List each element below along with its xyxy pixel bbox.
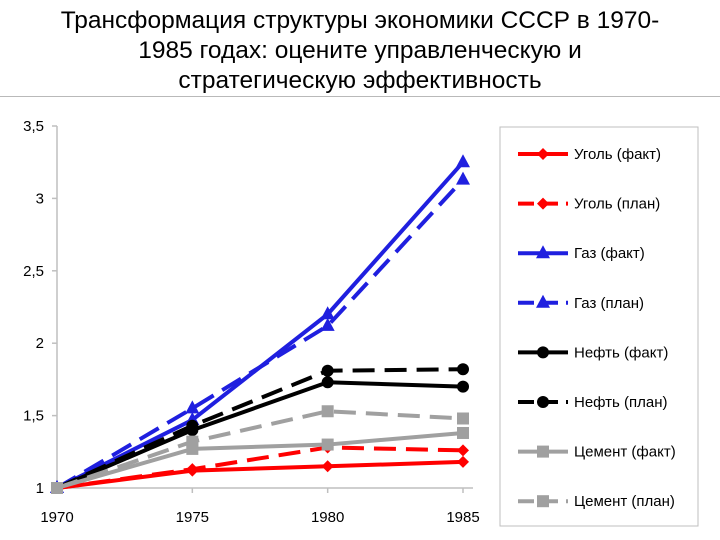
- chart-title-line-3: стратегическую эффективность: [178, 67, 542, 94]
- series-5: [51, 376, 469, 494]
- legend-swatch-marker: [537, 396, 549, 408]
- legend-label: Газ (план): [574, 295, 644, 312]
- data-point: [185, 400, 200, 414]
- data-point: [456, 171, 470, 185]
- data-point: [321, 460, 334, 473]
- data-point: [456, 154, 470, 168]
- data-point: [321, 438, 334, 451]
- chart-title-line-1: Трансформация структуры экономики СССР в…: [60, 7, 660, 34]
- legend-item: Газ (факт): [518, 245, 645, 262]
- series-line: [56, 367, 464, 490]
- y-tick-label: 2: [36, 335, 44, 352]
- data-point: [321, 376, 334, 389]
- data-point: [186, 463, 199, 476]
- series-3: [50, 154, 470, 493]
- series-line: [56, 430, 464, 490]
- y-tick-label: 3,5: [23, 118, 44, 135]
- legend-box: [499, 126, 699, 527]
- y-tick-label: 2,5: [23, 263, 44, 280]
- legend-item: Цемент (факт): [518, 444, 676, 461]
- legend-item: Цемент (план): [518, 493, 675, 510]
- legend-label: Нефть (план): [574, 394, 668, 411]
- y-tick-label: 1: [36, 480, 44, 497]
- legend-label: Нефть (факт): [574, 344, 668, 361]
- legend-item: Уголь (план): [518, 196, 660, 213]
- data-point: [321, 405, 334, 418]
- data-point: [320, 306, 335, 320]
- series-line: [56, 409, 464, 490]
- legend-label: Цемент (план): [574, 493, 675, 510]
- legend-item: Нефть (план): [518, 394, 668, 411]
- legend-item: Нефть (факт): [518, 344, 668, 361]
- chart-axes: 1 1,5 2 2,5 3 3,5 1970 1975 1980 1985: [23, 118, 480, 526]
- legend-label: Газ (факт): [574, 245, 645, 262]
- data-point: [186, 435, 199, 448]
- title-divider: [0, 96, 720, 97]
- legend-swatch-marker: [537, 148, 549, 160]
- data-point: [320, 317, 335, 331]
- data-point: [321, 364, 334, 377]
- series-line: [55, 178, 465, 490]
- series-8: [51, 405, 469, 494]
- data-point: [457, 426, 469, 439]
- data-point: [457, 455, 469, 468]
- x-tick-label: 1985: [446, 509, 479, 526]
- data-point: [186, 419, 199, 432]
- legend-label: Уголь (факт): [574, 146, 661, 163]
- series-layer: [50, 154, 470, 494]
- legend-swatch-marker: [536, 245, 550, 259]
- x-tick-label: 1980: [311, 509, 344, 526]
- legend-swatch-marker: [537, 346, 549, 359]
- legend: Уголь (факт) Уголь (план) Газ (факт) Газ (п…: [499, 126, 699, 527]
- chart-title-line-2: 1985 годах: оцените управленческую и: [138, 37, 582, 64]
- data-point: [457, 380, 469, 393]
- legend-swatch-marker: [537, 197, 549, 210]
- legend-swatch-marker: [537, 495, 549, 508]
- data-point: [51, 482, 63, 494]
- x-tick-label: 1970: [40, 509, 73, 526]
- data-point: [457, 363, 469, 376]
- y-tick-label: 1,5: [23, 408, 44, 425]
- x-tick-label: 1975: [176, 509, 209, 526]
- legend-swatch-marker: [537, 445, 549, 458]
- data-point: [457, 444, 469, 457]
- legend-item: Уголь (факт): [518, 146, 661, 163]
- series-line: [56, 445, 464, 490]
- chart-title: Трансформация структуры экономики СССР в…: [0, 6, 720, 96]
- y-tick-label: 3: [36, 190, 44, 207]
- legend-label: Уголь (план): [574, 196, 660, 213]
- legend-swatch-marker: [536, 294, 550, 308]
- data-point: [457, 412, 469, 425]
- legend-item: Газ (план): [518, 294, 644, 312]
- legend-label: Цемент (факт): [574, 444, 676, 461]
